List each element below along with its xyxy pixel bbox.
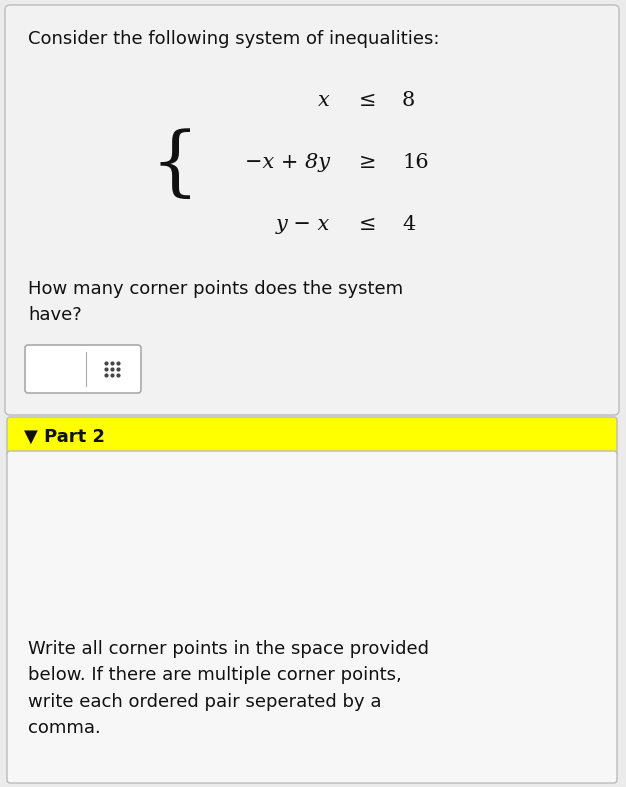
Text: ▼ Part 2: ▼ Part 2 bbox=[24, 428, 105, 446]
Text: ≤: ≤ bbox=[359, 215, 377, 234]
Text: ≥: ≥ bbox=[359, 153, 377, 172]
Text: −x + 8y: −x + 8y bbox=[245, 153, 330, 172]
Text: y − x: y − x bbox=[275, 215, 330, 234]
Text: How many corner points does the system
have?: How many corner points does the system h… bbox=[28, 280, 403, 323]
Text: {: { bbox=[151, 128, 199, 202]
FancyBboxPatch shape bbox=[25, 345, 141, 393]
Text: Write all corner points in the space provided
below. If there are multiple corne: Write all corner points in the space pro… bbox=[28, 640, 429, 737]
Text: 16: 16 bbox=[402, 153, 429, 172]
FancyBboxPatch shape bbox=[5, 5, 619, 415]
Text: ≤: ≤ bbox=[359, 91, 377, 109]
Text: x: x bbox=[318, 91, 330, 109]
Text: 8: 8 bbox=[402, 91, 415, 109]
Text: Consider the following system of inequalities:: Consider the following system of inequal… bbox=[28, 30, 439, 48]
FancyBboxPatch shape bbox=[7, 451, 617, 783]
FancyBboxPatch shape bbox=[7, 417, 617, 457]
Text: 4: 4 bbox=[402, 215, 415, 234]
